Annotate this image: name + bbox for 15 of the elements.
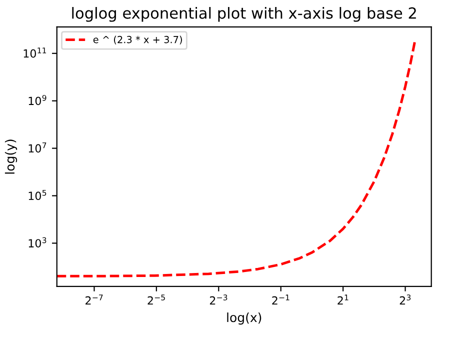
y-tick-label: 10$^{11}$ bbox=[24, 48, 46, 58]
legend-label: e ^ (2.3 * x + 3.7) bbox=[93, 36, 182, 44]
x-tick-label: 2$^{−1}$ bbox=[272, 294, 290, 305]
y-tick-label: 10$^{7}$ bbox=[28, 142, 46, 153]
y-tick-label: 10$^{3}$ bbox=[28, 237, 46, 248]
x-tick-label: 2$^{−5}$ bbox=[148, 294, 165, 305]
y-tick-label: 10$^{9}$ bbox=[28, 94, 46, 106]
y-tick-label: 10$^{5}$ bbox=[28, 190, 46, 200]
x-tick-label: 2$^{−7}$ bbox=[86, 294, 103, 305]
x-axis-title: log(x) bbox=[227, 312, 262, 325]
chart-title: loglog exponential plot with x-axis log base 2 bbox=[72, 7, 416, 22]
x-tick-label: 2$^{−3}$ bbox=[210, 294, 228, 305]
y-axis-title: log(y) bbox=[4, 140, 18, 174]
x-tick-label: 2$^{1}$ bbox=[338, 294, 348, 305]
x-tick-label: 2$^{3}$ bbox=[400, 294, 411, 305]
